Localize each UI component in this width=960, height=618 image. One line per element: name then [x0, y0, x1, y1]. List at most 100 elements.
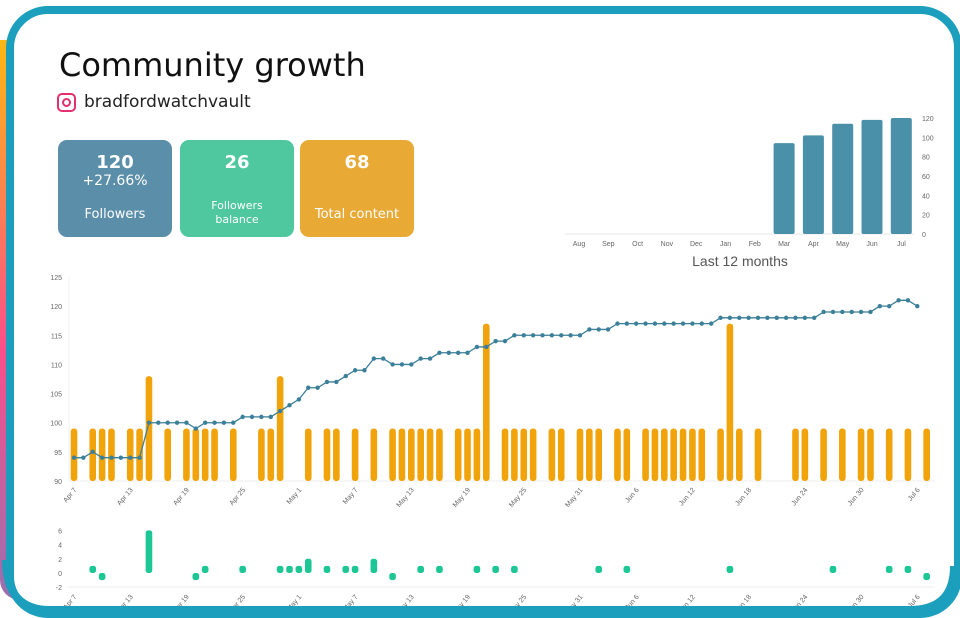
x-tick-label: Apr 7 [62, 487, 78, 504]
x-tick-label: Jun 24 [791, 487, 810, 508]
content-bar [717, 428, 724, 481]
content-bar [108, 428, 115, 481]
followers-point [690, 321, 695, 326]
x-tick-label: Apr 25 [229, 487, 248, 507]
x-tick-label: Jun 30 [847, 487, 866, 508]
month-bar [861, 119, 883, 234]
content-bar [792, 428, 799, 481]
y-tick-label: 100 [50, 421, 62, 428]
followers-point [249, 414, 255, 420]
followers-point [615, 321, 620, 326]
content-bar [857, 428, 865, 481]
followers-point [446, 350, 451, 355]
followers-point [427, 356, 433, 361]
y-tick-label: 6 [58, 528, 62, 535]
followers-point [671, 321, 676, 326]
stat-value: 26 [224, 152, 250, 173]
followers-point [156, 420, 161, 425]
balance-bar [511, 565, 518, 573]
followers-point [118, 455, 124, 460]
followers-point [240, 414, 245, 420]
content-bar [454, 428, 462, 481]
x-tick-label: Jan [720, 241, 731, 248]
followers-point [409, 362, 414, 367]
balance-bar [351, 565, 359, 573]
followers-point [202, 420, 208, 425]
followers-point [849, 309, 854, 315]
content-bar [304, 428, 312, 481]
y-tick-label: 2 [58, 557, 62, 564]
followers-point [699, 321, 704, 326]
followers-point [371, 356, 377, 361]
followers-point [146, 420, 152, 425]
content-bar [389, 428, 396, 481]
x-tick-label: Jun [866, 241, 877, 248]
followers-point [680, 321, 686, 326]
x-tick-label: Jun 12 [678, 487, 697, 508]
stat-label: Followers balance [211, 199, 263, 226]
followers-point [71, 455, 77, 460]
content-bar [145, 376, 153, 481]
content-bar [726, 323, 734, 481]
content-bar [689, 428, 696, 481]
x-tick-label: Jun 6 [624, 487, 640, 505]
y-tick-label: 125 [50, 275, 62, 282]
y-tick-label: 105 [50, 392, 62, 399]
followers-point [277, 408, 283, 414]
followers-point [465, 350, 470, 355]
followers-point [212, 420, 217, 425]
month-bar [832, 123, 854, 234]
followers-point [840, 309, 845, 315]
followers-point [708, 321, 714, 326]
content-bar [501, 428, 509, 481]
balance-bar [885, 565, 893, 573]
content-bar [136, 428, 143, 481]
balance-bar [276, 565, 284, 573]
page-title: Community growth [59, 46, 366, 84]
followers-point [858, 309, 864, 315]
content-bar [417, 428, 424, 481]
y-tick-label: 100 [922, 135, 934, 142]
account[interactable]: bradfordwatchvault [57, 92, 251, 112]
followers-point [727, 315, 733, 320]
followers-point [877, 303, 883, 309]
followers-point [259, 414, 264, 420]
content-bar [89, 428, 97, 481]
x-tick-label: Feb [749, 241, 761, 248]
followers-point [231, 420, 236, 425]
followers-point [737, 315, 742, 320]
content-bar [351, 428, 359, 481]
followers-point [830, 309, 836, 315]
followers-point [352, 368, 358, 373]
content-bar [126, 428, 134, 481]
followers-point [915, 303, 920, 309]
x-tick-label: May 19 [452, 487, 472, 509]
followers-point [399, 362, 405, 367]
balance-bar [436, 565, 443, 573]
stat-label: Followers [84, 207, 146, 222]
stat-value: 68 [344, 152, 370, 173]
x-tick-label: Nov [661, 241, 674, 248]
balance-bar [304, 558, 312, 573]
balance-bar [473, 565, 481, 573]
monthly-chart-title: Last 12 months [692, 253, 788, 269]
followers-point [774, 315, 779, 320]
content-bar [679, 428, 687, 481]
content-bar [511, 428, 518, 481]
followers-point [306, 385, 311, 390]
followers-point [596, 327, 601, 332]
x-tick-label: May 31 [564, 487, 584, 509]
content-bar [436, 428, 443, 481]
y-tick-label: 110 [51, 362, 62, 369]
balance-bar [98, 573, 106, 581]
x-tick-label: Jul [897, 241, 906, 248]
balance-bar [726, 565, 734, 573]
followers-point [577, 333, 583, 338]
followers-point [193, 426, 199, 431]
followers-point [587, 327, 592, 332]
stat-total-content: 68 Total content [300, 140, 414, 237]
content-bar [529, 428, 537, 481]
followers-point [634, 321, 639, 326]
content-bar [258, 428, 265, 481]
